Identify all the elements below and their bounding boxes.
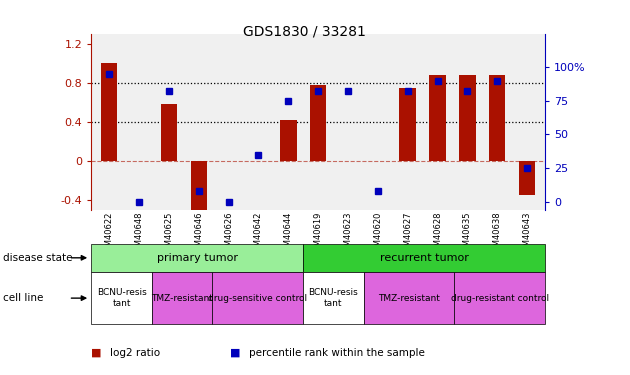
- Bar: [399, 88, 416, 161]
- Bar: [303, 272, 364, 324]
- Bar: [101, 63, 117, 161]
- Bar: [454, 272, 545, 324]
- Bar: [161, 104, 177, 161]
- Text: TMZ-resistant: TMZ-resistant: [151, 294, 213, 303]
- Bar: [91, 244, 303, 272]
- Bar: [91, 272, 152, 324]
- Text: TMZ-resistant: TMZ-resistant: [378, 294, 440, 303]
- Text: cell line: cell line: [3, 293, 43, 303]
- Text: recurrent tumor: recurrent tumor: [379, 253, 469, 263]
- Bar: [303, 244, 545, 272]
- Bar: [212, 272, 303, 324]
- Bar: [310, 85, 326, 161]
- Bar: [280, 120, 297, 161]
- Text: drug-resistant control: drug-resistant control: [450, 294, 549, 303]
- Text: ■: ■: [91, 348, 102, 357]
- Text: primary tumor: primary tumor: [157, 253, 238, 263]
- Bar: [459, 75, 476, 161]
- Text: BCNU-resis
tant: BCNU-resis tant: [309, 288, 358, 308]
- Text: ■: ■: [230, 348, 241, 357]
- Bar: [519, 161, 536, 195]
- Bar: [364, 272, 454, 324]
- Text: disease state: disease state: [3, 253, 72, 263]
- Text: percentile rank within the sample: percentile rank within the sample: [249, 348, 425, 357]
- Bar: [152, 272, 212, 324]
- Bar: [429, 75, 445, 161]
- Text: drug-sensitive control: drug-sensitive control: [208, 294, 307, 303]
- Text: log2 ratio: log2 ratio: [110, 348, 161, 357]
- Text: GDS1830 / 33281: GDS1830 / 33281: [243, 24, 365, 38]
- Bar: [489, 75, 505, 161]
- Bar: [190, 161, 207, 210]
- Text: BCNU-resis
tant: BCNU-resis tant: [97, 288, 146, 308]
